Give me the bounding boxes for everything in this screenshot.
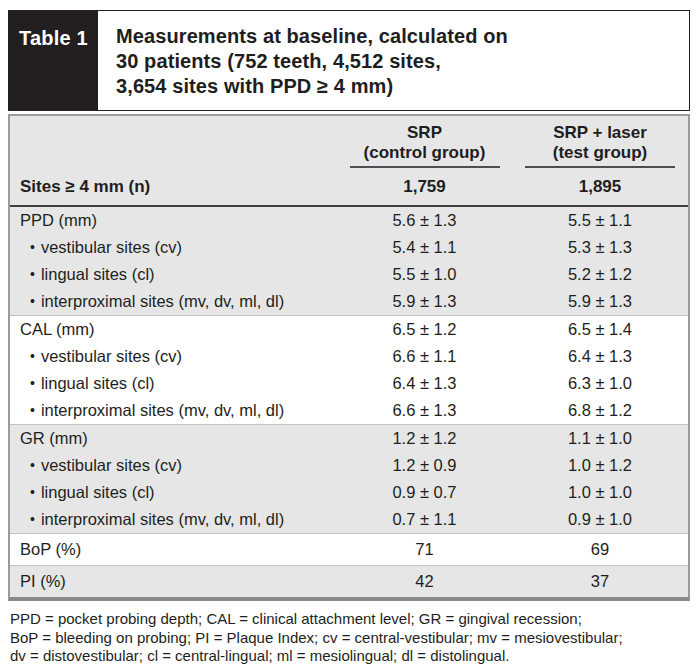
table-row: •lingual sites (cl)0.9 ± 0.71.0 ± 1.0 xyxy=(10,479,688,506)
row-value: 6.3 ± 1.0 xyxy=(512,374,688,393)
row-label: PPD (mm) xyxy=(10,211,337,230)
row-value: 1.2 ± 1.2 xyxy=(337,429,512,448)
footnote-line: dv = distovestibular; cl = central-lingu… xyxy=(10,647,690,666)
bullet-icon: • xyxy=(30,266,35,282)
row-value: 1,759 xyxy=(337,177,512,197)
table-group: PPD (mm)5.6 ± 1.35.5 ± 1.1•vestibular si… xyxy=(10,207,688,316)
row-value: 42 xyxy=(337,572,512,591)
row-label: •interproximal sites (mv, dv, ml, dl) xyxy=(10,510,337,529)
row-value: 0.9 ± 1.0 xyxy=(512,510,688,529)
row-label: •vestibular sites (cv) xyxy=(10,238,337,257)
row-label: PI (%) xyxy=(10,572,337,591)
table-group: CAL (mm)6.5 ± 1.26.5 ± 1.4•vestibular si… xyxy=(10,316,688,425)
column-header-test: SRP + laser (test group) xyxy=(512,123,688,168)
table-row: •lingual sites (cl)5.5 ± 1.05.2 ± 1.2 xyxy=(10,261,688,288)
row-value: 0.7 ± 1.1 xyxy=(337,510,512,529)
row-value: 5.9 ± 1.3 xyxy=(337,292,512,311)
row-value: 1.1 ± 1.0 xyxy=(512,429,688,448)
row-label: •interproximal sites (mv, dv, ml, dl) xyxy=(10,401,337,420)
sites-row: Sites ≥ 4 mm (n) 1,759 1,895 xyxy=(10,168,688,205)
column-header-line: SRP xyxy=(337,123,512,143)
row-value: 5.5 ± 1.1 xyxy=(512,211,688,230)
bullet-icon: • xyxy=(30,375,35,391)
column-header-row: SRP (control group) SRP + laser (test gr… xyxy=(10,116,688,168)
table-row: PPD (mm)5.6 ± 1.35.5 ± 1.1 xyxy=(10,207,688,234)
table-row: PI (%)4237 xyxy=(10,566,688,597)
table-row: •lingual sites (cl)6.4 ± 1.36.3 ± 1.0 xyxy=(10,370,688,397)
bullet-icon: • xyxy=(30,239,35,255)
row-value: 6.4 ± 1.3 xyxy=(512,347,688,366)
bullet-icon: • xyxy=(30,511,35,527)
row-value: 5.5 ± 1.0 xyxy=(337,265,512,284)
table-group: PI (%)4237 xyxy=(10,566,688,597)
column-header-line: (test group) xyxy=(512,143,688,163)
row-value: 1.0 ± 1.2 xyxy=(512,456,688,475)
table-row: GR (mm)1.2 ± 1.21.1 ± 1.0 xyxy=(10,425,688,452)
bullet-icon: • xyxy=(30,402,35,418)
bullet-icon: • xyxy=(30,348,35,364)
row-label: •lingual sites (cl) xyxy=(10,483,337,502)
table-row: BoP (%)7169 xyxy=(10,534,688,565)
table-header-block: SRP (control group) SRP + laser (test gr… xyxy=(10,116,688,207)
table-row: •vestibular sites (cv)1.2 ± 0.91.0 ± 1.2 xyxy=(10,452,688,479)
row-value: 1.0 ± 1.0 xyxy=(512,483,688,502)
row-label: CAL (mm) xyxy=(10,320,337,339)
row-value: 5.6 ± 1.3 xyxy=(337,211,512,230)
table-row: •vestibular sites (cv)5.4 ± 1.15.3 ± 1.3 xyxy=(10,234,688,261)
row-label: Sites ≥ 4 mm (n) xyxy=(10,177,337,197)
row-value: 5.2 ± 1.2 xyxy=(512,265,688,284)
row-value: 6.5 ± 1.4 xyxy=(512,320,688,339)
table-title: Measurements at baseline, calculated on … xyxy=(98,11,689,110)
table-group: BoP (%)7169 xyxy=(10,534,688,566)
row-value: 6.6 ± 1.3 xyxy=(337,401,512,420)
row-value: 0.9 ± 0.7 xyxy=(337,483,512,502)
data-table: SRP (control group) SRP + laser (test gr… xyxy=(8,114,690,601)
row-label: BoP (%) xyxy=(10,540,337,559)
row-value: 5.3 ± 1.3 xyxy=(512,238,688,257)
table-row: CAL (mm)6.5 ± 1.26.5 ± 1.4 xyxy=(10,316,688,343)
column-header-rule xyxy=(350,166,500,168)
table-title-line: 3,654 sites with PPD ≥ 4 mm) xyxy=(116,74,681,99)
row-value: 69 xyxy=(512,540,688,559)
row-value: 71 xyxy=(337,540,512,559)
row-value: 5.4 ± 1.1 xyxy=(337,238,512,257)
row-value: 1.2 ± 0.9 xyxy=(337,456,512,475)
table-row: •interproximal sites (mv, dv, ml, dl)0.7… xyxy=(10,506,688,533)
row-label: •vestibular sites (cv) xyxy=(10,347,337,366)
column-header-rule xyxy=(525,166,675,168)
row-label: GR (mm) xyxy=(10,429,337,448)
row-label: •lingual sites (cl) xyxy=(10,374,337,393)
table-title-line: 30 patients (752 teeth, 4,512 sites, xyxy=(116,49,681,74)
table-figure: Table 1 Measurements at baseline, calcul… xyxy=(0,0,690,666)
table-body: PPD (mm)5.6 ± 1.35.5 ± 1.1•vestibular si… xyxy=(10,207,688,597)
table-row: •vestibular sites (cv)6.6 ± 1.16.4 ± 1.3 xyxy=(10,343,688,370)
row-value: 37 xyxy=(512,572,688,591)
table-footnote: PPD = pocket probing depth; CAL = clinic… xyxy=(8,610,690,666)
table-row: •interproximal sites (mv, dv, ml, dl)6.6… xyxy=(10,397,688,424)
row-value: 6.5 ± 1.2 xyxy=(337,320,512,339)
table-title-line: Measurements at baseline, calculated on xyxy=(116,24,681,49)
table-tag-label: Table 1 xyxy=(19,27,88,53)
column-header-control: SRP (control group) xyxy=(337,123,512,168)
row-label: •lingual sites (cl) xyxy=(10,265,337,284)
row-value: 1,895 xyxy=(512,177,688,197)
bullet-icon: • xyxy=(30,484,35,500)
table-group: GR (mm)1.2 ± 1.21.1 ± 1.0•vestibular sit… xyxy=(10,425,688,534)
column-header-line: (control group) xyxy=(337,143,512,163)
table-caption-bar: Table 1 Measurements at baseline, calcul… xyxy=(8,10,690,111)
bullet-icon: • xyxy=(30,457,35,473)
row-label: •interproximal sites (mv, dv, ml, dl) xyxy=(10,292,337,311)
row-value: 6.8 ± 1.2 xyxy=(512,401,688,420)
row-value: 5.9 ± 1.3 xyxy=(512,292,688,311)
row-value: 6.4 ± 1.3 xyxy=(337,374,512,393)
column-header-line: SRP + laser xyxy=(512,123,688,143)
bullet-icon: • xyxy=(30,293,35,309)
row-label: •vestibular sites (cv) xyxy=(10,456,337,475)
table-tag: Table 1 xyxy=(9,11,98,110)
footnote-line: BoP = bleeding on probing; PI = Plaque I… xyxy=(10,629,690,648)
row-value: 6.6 ± 1.1 xyxy=(337,347,512,366)
table-row: •interproximal sites (mv, dv, ml, dl)5.9… xyxy=(10,288,688,315)
footnote-line: PPD = pocket probing depth; CAL = clinic… xyxy=(10,610,690,629)
